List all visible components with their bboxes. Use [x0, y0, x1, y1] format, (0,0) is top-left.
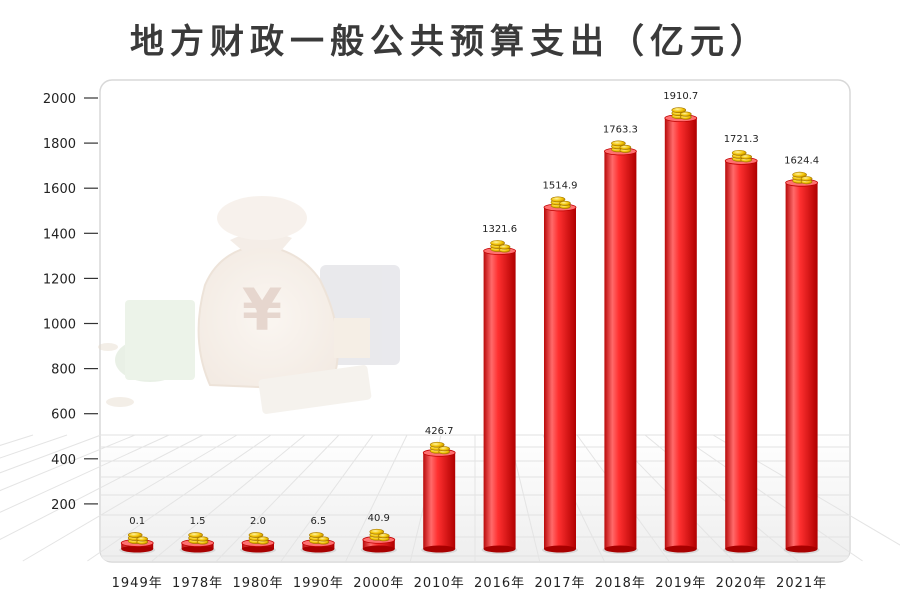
x-tick-label: 2021年 — [776, 576, 827, 591]
coin-stack-icon — [127, 532, 148, 545]
bar — [362, 539, 395, 549]
y-axis: 200 400 600 800 1000 1200 1400 1600 1800 2000 — [43, 92, 98, 513]
bar-group: 426.7 2010年 — [414, 426, 465, 591]
coin-stack-icon — [369, 528, 390, 542]
x-tick-label: 2018年 — [595, 576, 646, 591]
coin-stack-icon — [429, 441, 451, 455]
svg-text:¥: ¥ — [242, 276, 282, 344]
y-tick-label: 200 — [51, 498, 76, 513]
chart-title: 地方财政一般公共预算支出（亿元） — [130, 22, 770, 62]
bar-value-label: 0.1 — [129, 516, 145, 527]
bar-group: 2.0 1980年 — [232, 516, 283, 591]
bar — [725, 160, 758, 549]
y-tick-label: 1000 — [43, 318, 76, 333]
bar-value-label: 1624.4 — [784, 156, 819, 167]
coin-stack-icon — [792, 171, 813, 185]
x-tick-label: 2017年 — [534, 576, 585, 591]
y-tick-label: 1200 — [43, 272, 76, 287]
bar-value-label: 40.9 — [368, 513, 390, 524]
x-tick-label: 2010年 — [414, 576, 465, 591]
coin-stack-icon — [248, 532, 269, 545]
bar-value-label: 1321.6 — [482, 224, 517, 235]
bar-group: 1514.9 2017年 — [534, 180, 585, 591]
bar-value-label: 426.7 — [425, 426, 454, 437]
y-tick-label: 2000 — [43, 92, 76, 107]
coin-stack-icon — [490, 240, 511, 253]
coin-stack-icon — [731, 149, 753, 163]
floor-grid — [0, 434, 900, 562]
bar — [483, 250, 516, 550]
coin-stack-icon — [309, 532, 330, 545]
y-tick-label: 1800 — [43, 137, 76, 152]
coin-stack-icon — [188, 532, 209, 545]
bar — [604, 151, 637, 549]
y-tick-label: 400 — [51, 453, 76, 468]
money-bag-illustration: ¥ — [98, 196, 400, 414]
bar-group: 1321.6 2016年 — [474, 224, 525, 591]
bar-value-label: 6.5 — [310, 516, 326, 527]
bar-group: 1910.7 2019年 — [655, 91, 706, 591]
bar — [785, 182, 818, 549]
x-tick-label: 2019年 — [655, 576, 706, 591]
bar — [423, 452, 456, 549]
bar-group: 0.1 1949年 — [112, 516, 163, 591]
y-tick-label: 1400 — [43, 227, 76, 242]
bar-value-label: 1514.9 — [543, 180, 578, 191]
coin-stack-icon — [611, 140, 632, 153]
bar-value-label: 1763.3 — [603, 124, 638, 135]
coin-stack-icon — [550, 196, 571, 209]
bar-value-label: 2.0 — [250, 516, 266, 527]
bar — [664, 118, 697, 550]
x-tick-label: 1990年 — [293, 576, 344, 591]
bar-group: 1.5 1978年 — [172, 516, 223, 591]
y-tick-label: 1600 — [43, 182, 76, 197]
bar — [544, 207, 576, 549]
x-tick-label: 2000年 — [353, 576, 404, 591]
bar-value-label: 1721.3 — [724, 134, 759, 145]
x-tick-label: 2016年 — [474, 576, 525, 591]
bars-group: 0.1 1949年 1.5 1978年 2.0 1980年 6.5 1990年 40.9 2000… — [112, 91, 827, 591]
bar-group: 1763.3 2018年 — [595, 124, 646, 591]
x-tick-label: 2020年 — [716, 576, 767, 591]
bar-value-label: 1910.7 — [663, 91, 698, 102]
y-tick-label: 600 — [51, 408, 76, 423]
bar-value-label: 1.5 — [190, 516, 206, 527]
bar-group: 1721.3 2020年 — [716, 134, 767, 591]
y-tick-label: 800 — [51, 363, 76, 378]
bar-group: 1624.4 2021年 — [776, 156, 827, 591]
coin-stack-icon — [671, 107, 692, 120]
x-tick-label: 1978年 — [172, 576, 223, 591]
x-tick-label: 1980年 — [232, 576, 283, 591]
bar-group: 40.9 2000年 — [353, 513, 404, 591]
x-tick-label: 1949年 — [112, 576, 163, 591]
bar-group: 6.5 1990年 — [293, 516, 344, 591]
